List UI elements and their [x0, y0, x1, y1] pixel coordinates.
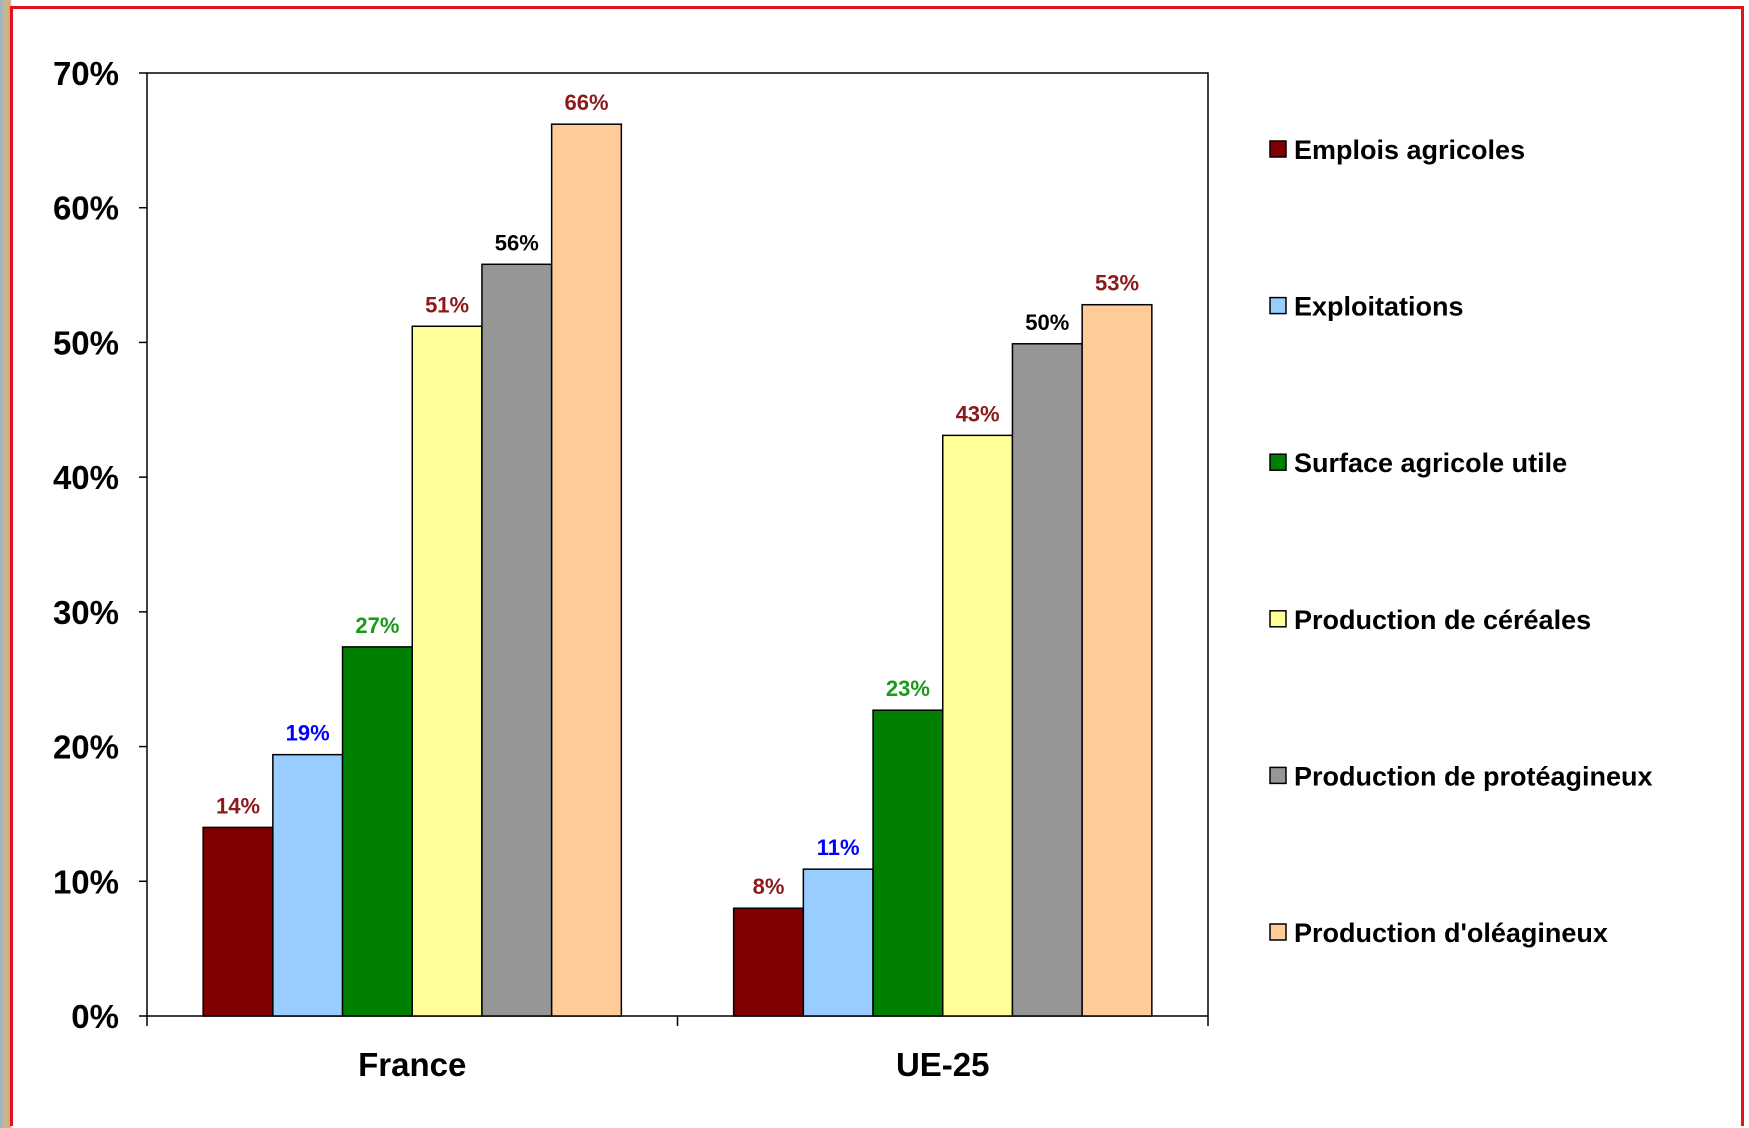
bar — [942, 434, 1014, 1017]
data-label: 56% — [495, 230, 539, 255]
bar — [341, 646, 413, 1017]
legend-swatch — [1269, 766, 1287, 785]
category-label: UE-25 — [896, 1046, 990, 1083]
legend-swatch — [1269, 923, 1287, 941]
category-label: France — [358, 1046, 466, 1083]
y-tick-label: 30% — [53, 594, 119, 631]
bar — [411, 325, 483, 1017]
data-label: 8% — [753, 874, 785, 899]
data-label: 51% — [425, 292, 469, 317]
legend-label: Production d'oléagineux — [1294, 918, 1608, 948]
legend-label: Exploitations — [1294, 292, 1464, 322]
legend-label: Emplois agricoles — [1294, 135, 1525, 165]
y-tick-label: 10% — [53, 863, 119, 900]
y-tick-label: 20% — [53, 729, 119, 766]
y-tick-label: 0% — [71, 998, 119, 1035]
data-label: 53% — [1095, 271, 1139, 296]
y-tick-label: 50% — [53, 324, 119, 361]
legend: Emplois agricoles Exploitations Surface ag… — [1269, 135, 1653, 948]
bar — [202, 826, 274, 1017]
legend-label: Production de protéagineux — [1294, 761, 1653, 791]
legend-label: Surface agricole utile — [1294, 448, 1567, 478]
bar — [1011, 343, 1083, 1017]
bar — [272, 753, 344, 1017]
legend-swatch — [1269, 296, 1287, 315]
data-labels: 14% 8% 19% 11% 27% 23% 51% 43% 56% 50% 66% 53% — [216, 90, 1139, 899]
y-tick-label: 40% — [53, 459, 119, 496]
data-label: 14% — [216, 793, 260, 818]
y-tick-label: 60% — [53, 190, 119, 227]
x-axis: France UE-25 — [146, 1016, 1209, 1083]
data-label: 27% — [355, 613, 399, 638]
data-label: 50% — [1025, 310, 1069, 335]
bars — [202, 123, 1153, 1017]
bar — [872, 709, 944, 1017]
legend-swatch — [1269, 453, 1287, 471]
legend-swatch — [1269, 610, 1287, 628]
data-label: 19% — [286, 721, 330, 746]
legend-label: Production de céréales — [1294, 605, 1591, 635]
bar — [1081, 303, 1153, 1017]
data-label: 23% — [886, 676, 930, 701]
data-label: 11% — [817, 835, 860, 860]
data-label: 66% — [564, 90, 608, 115]
bar — [732, 907, 805, 1017]
bar — [802, 868, 874, 1017]
bar — [481, 263, 553, 1017]
legend-swatch — [1269, 140, 1287, 158]
data-label: 43% — [956, 401, 1000, 426]
y-tick-label: 70% — [53, 55, 119, 92]
bar — [550, 123, 623, 1017]
y-axis: 0% 10% 20% 30% 40% 50% 60% 70% — [53, 55, 147, 1035]
